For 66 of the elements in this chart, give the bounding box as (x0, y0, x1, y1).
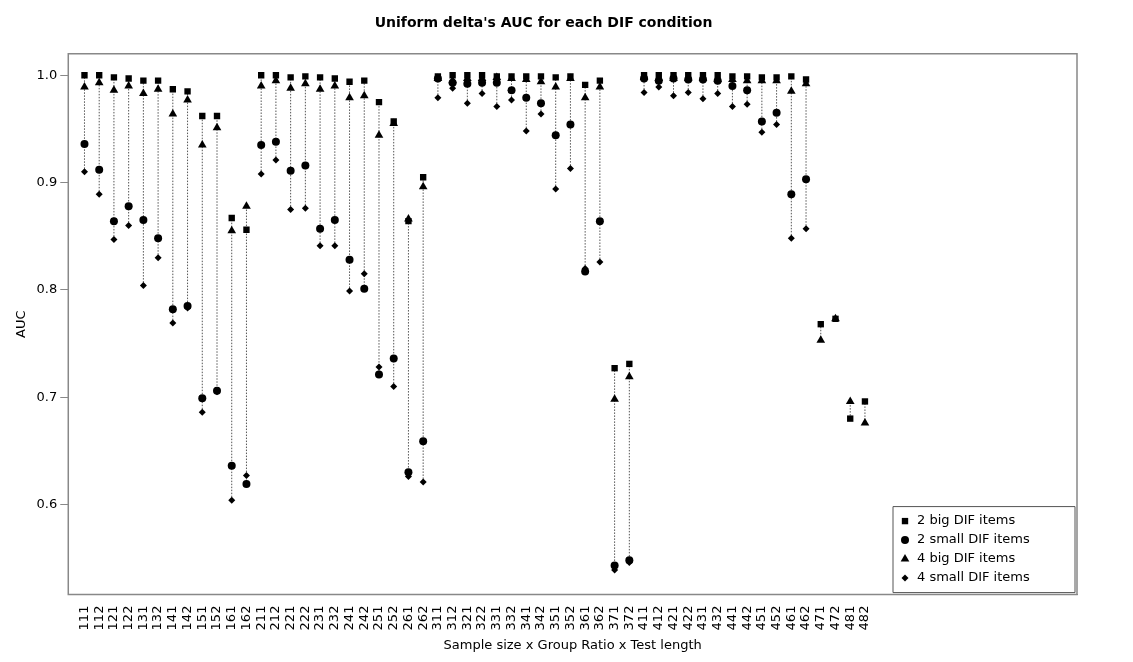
x-tick-label: 241 (340, 605, 356, 631)
x-tick-label: 252 (385, 605, 401, 631)
x-tick-label: 371 (605, 605, 621, 631)
x-tick-label: 152 (208, 605, 224, 631)
x-tick-label: 261 (399, 605, 415, 631)
x-tick-label: 341 (517, 605, 533, 631)
x-tick-label: 242 (355, 605, 371, 631)
x-tick-label: 412 (650, 605, 666, 631)
x-tick-label: 351 (547, 605, 563, 631)
legend-label: 2 small DIF items (917, 531, 1030, 547)
x-tick-label: 312 (444, 605, 459, 631)
x-tick-label: 321 (458, 605, 474, 631)
y-tick-label: 1.0 (36, 66, 58, 82)
legend-label: 4 big DIF items (917, 550, 1016, 566)
x-tick-label: 361 (576, 605, 592, 631)
y-axis-title: AUC (13, 310, 29, 338)
x-tick-label: 422 (679, 605, 695, 631)
x-tick-label: 222 (296, 605, 312, 631)
x-tick-label: 131 (134, 605, 150, 631)
x-tick-label: 452 (767, 605, 783, 631)
x-tick-label: 372 (620, 605, 636, 631)
x-tick-label: 141 (164, 605, 180, 631)
x-tick-label: 362 (591, 605, 607, 631)
x-tick-label: 461 (782, 605, 798, 631)
x-tick-label: 112 (90, 605, 106, 631)
x-tick-label: 481 (841, 605, 857, 631)
y-tick-label: 0.9 (36, 173, 58, 189)
x-tick-label: 132 (149, 605, 165, 631)
x-tick-label: 121 (105, 605, 121, 631)
y-tick-label: 0.7 (36, 388, 58, 404)
x-tick-label: 441 (723, 605, 739, 631)
x-tick-label: 332 (502, 605, 518, 631)
x-tick-label: 471 (812, 605, 828, 631)
x-tick-label: 342 (532, 605, 548, 631)
x-tick-label: 431 (694, 605, 710, 631)
x-tick-label: 322 (473, 605, 489, 631)
x-tick-label: 221 (282, 605, 298, 631)
x-tick-label: 161 (223, 605, 239, 631)
x-tick-label: 142 (178, 605, 194, 631)
x-tick-label: 482 (856, 605, 872, 631)
x-tick-label: 411 (635, 605, 651, 631)
y-tick-label: 0.8 (36, 281, 58, 297)
x-tick-label: 421 (664, 605, 680, 631)
x-tick-label: 472 (826, 605, 842, 631)
x-tick-label: 232 (326, 605, 342, 631)
x-tick-label: 262 (414, 605, 430, 631)
x-tick-label: 352 (561, 605, 577, 631)
x-axis-title: Sample size x Group Ratio x Test length (443, 636, 702, 652)
x-tick-label: 432 (709, 605, 725, 631)
x-tick-label: 162 (237, 605, 253, 631)
x-tick-label: 231 (311, 605, 327, 631)
y-tick-label: 0.6 (36, 495, 58, 511)
x-tick-label: 211 (252, 605, 268, 631)
x-tick-label: 111 (75, 605, 91, 631)
x-tick-label: 451 (753, 605, 769, 631)
chart-title: Uniform delta's AUC for each DIF condition (374, 14, 713, 31)
legend-label: 4 small DIF items (917, 569, 1030, 585)
x-tick-label: 462 (797, 605, 813, 631)
x-tick-label: 311 (429, 605, 445, 631)
x-tick-label: 331 (488, 605, 504, 631)
x-tick-label: 442 (738, 605, 754, 631)
x-tick-label: 151 (193, 605, 209, 631)
x-tick-label: 122 (120, 605, 136, 631)
legend-label: 2 big DIF items (917, 512, 1016, 528)
x-tick-label: 212 (267, 605, 283, 631)
x-tick-label: 251 (370, 605, 386, 631)
